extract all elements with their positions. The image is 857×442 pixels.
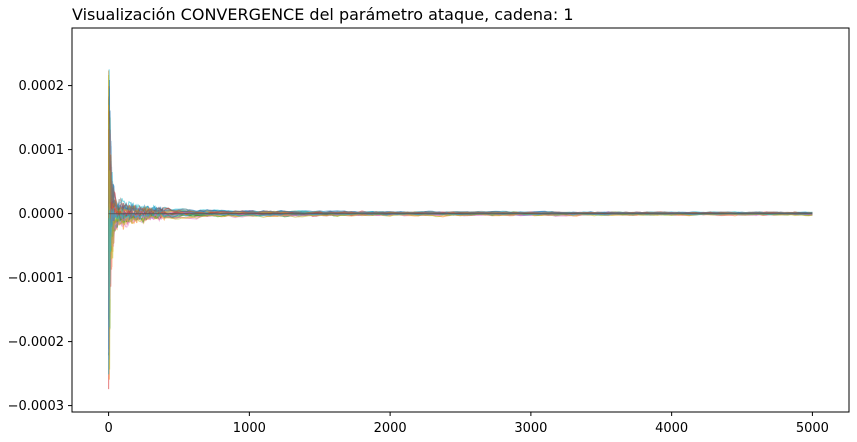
y-tick-label: 0.0001 <box>19 143 65 158</box>
y-tick-label: −0.0001 <box>8 271 64 286</box>
series-line <box>108 74 813 370</box>
x-tick-label: 2000 <box>374 421 407 436</box>
y-tick-label: 0.0000 <box>19 207 65 222</box>
series-line <box>108 177 813 351</box>
series-line <box>108 203 813 353</box>
series-line <box>108 88 813 226</box>
series-line <box>108 178 813 276</box>
x-tick-label: 0 <box>104 421 112 436</box>
series-line <box>108 70 813 331</box>
series-line <box>108 155 813 380</box>
series-line <box>108 110 813 226</box>
series-line <box>108 86 813 223</box>
series-line <box>108 194 813 390</box>
y-tick-label: −0.0003 <box>8 399 64 414</box>
y-tick-label: −0.0002 <box>8 335 64 350</box>
y-axis: 0.0002 0.0001 0.0000 −0.0001 −0.0002 −0.0003 <box>8 79 72 414</box>
plot-lines <box>108 69 813 390</box>
series-line <box>108 123 813 251</box>
series-line <box>108 89 813 246</box>
series-line <box>108 165 813 271</box>
series-line <box>108 98 813 258</box>
series-line <box>108 114 813 304</box>
chart-title: Visualización CONVERGENCE del parámetro … <box>72 5 574 24</box>
plot-area-frame <box>71 27 850 413</box>
series-line <box>108 111 813 356</box>
series-line <box>108 104 813 238</box>
x-tick-label: 4000 <box>655 421 688 436</box>
series-line <box>108 126 813 339</box>
x-tick-label: 3000 <box>514 421 547 436</box>
series-line <box>108 109 813 261</box>
x-tick-label: 5000 <box>796 421 829 436</box>
series-line <box>108 133 813 313</box>
series-line <box>108 117 813 329</box>
series-line <box>108 168 813 290</box>
series-line <box>108 162 813 360</box>
y-tick-label: 0.0002 <box>19 79 65 94</box>
x-axis: 0 1000 2000 3000 4000 5000 <box>104 412 829 436</box>
series-line <box>108 121 813 280</box>
x-tick-label: 1000 <box>233 421 266 436</box>
series-line <box>108 208 813 375</box>
series-line <box>108 69 813 215</box>
